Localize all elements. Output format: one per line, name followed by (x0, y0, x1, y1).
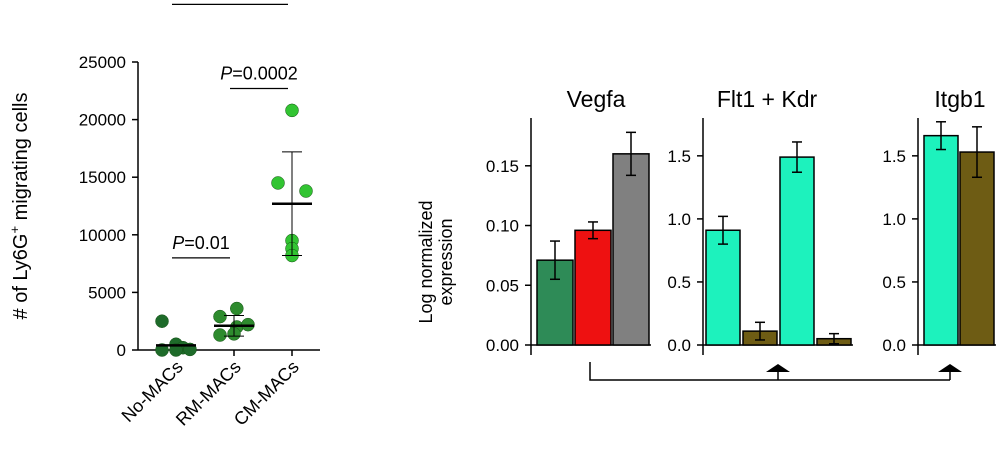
y-tick-label: 0.05 (486, 276, 519, 295)
data-point-rm-macs (213, 328, 227, 342)
y-tick-label: 15000 (79, 168, 126, 187)
y-tick-label: 5000 (88, 283, 126, 302)
y-tick-label: 25000 (79, 53, 126, 72)
bar (574, 229, 612, 346)
chart-title: Itgb1 (934, 86, 985, 112)
data-point-rm-macs (230, 301, 244, 316)
y-tick-label: 1.0 (882, 210, 906, 229)
p-value: =0.01 (184, 233, 230, 253)
chart-title: Flt1 + Kdr (717, 86, 818, 112)
y-tick-label: 0.5 (882, 273, 906, 292)
y-axis-label-rest: migrating cells (10, 93, 32, 226)
data-point-cm-macs (271, 176, 285, 190)
y-tick-label: 0.0 (882, 336, 906, 355)
y-tick-label: 0 (117, 341, 126, 360)
y-tick-label: 10000 (79, 226, 126, 245)
y-axis-label-main: # of Ly6G (10, 234, 32, 320)
y-axis-label: # of Ly6G+ migrating cells (7, 93, 32, 320)
y-tick-label: 0.0 (667, 336, 691, 355)
bar-y-axis-label-line2: expression (436, 218, 456, 305)
bar-y-axis-label-line1: Log normalized (416, 200, 436, 323)
bar-y-axis-label: Log normalizedexpression (416, 200, 456, 323)
arrow-up-icon (766, 364, 790, 372)
y-tick-label: 0.10 (486, 217, 519, 236)
significance-label: P=0.01 (172, 233, 230, 253)
data-point-cm-macs (299, 184, 313, 198)
significance-label: P=0.0002 (220, 63, 298, 83)
data-point-rm-macs (213, 309, 227, 324)
y-tick-label: 0.00 (486, 336, 519, 355)
data-point-cm-macs (285, 103, 299, 118)
bar-chart-vegfa: Vegfa 0.00 0.05 0.10 0.15 (486, 86, 651, 355)
y-tick-label: 20000 (79, 111, 126, 130)
bar (779, 156, 815, 346)
data-point-no-macs (155, 343, 169, 357)
bar (923, 134, 959, 346)
migration-scatter-plot: 0500010000150002000025000No-MACsRM-MACsC… (7, 3, 320, 430)
bar-chart-flt1-kdr: Flt1 + Kdr 0.0 0.5 1.0 1.5 (667, 86, 853, 355)
data-point-no-macs (169, 343, 183, 357)
y-tick-label: 1.5 (667, 147, 691, 166)
bar (959, 151, 995, 346)
connector-line (589, 362, 950, 381)
arrow-up-icon (938, 364, 962, 372)
y-tick-label: 0.5 (667, 273, 691, 292)
y-tick-label: 1.5 (882, 147, 906, 166)
y-tick-label: 1.0 (667, 210, 691, 229)
expression-bar-charts: Log normalizedexpression Vegfa 0.00 0.05 0.1… (416, 86, 996, 355)
data-point-no-macs (155, 314, 169, 328)
y-axis-label-sup: + (7, 226, 22, 234)
connector-arrows (589, 362, 962, 381)
p-italic: P (172, 233, 184, 253)
chart-title: Vegfa (567, 86, 626, 112)
p-italic: P (220, 63, 232, 83)
bar-chart-itgb1: Itgb1 0.0 0.5 1.0 1.5 (882, 86, 996, 355)
y-tick-label: 0.15 (486, 157, 519, 176)
p-value: =0.0002 (232, 63, 298, 83)
bar (705, 229, 741, 346)
bar (612, 153, 650, 346)
